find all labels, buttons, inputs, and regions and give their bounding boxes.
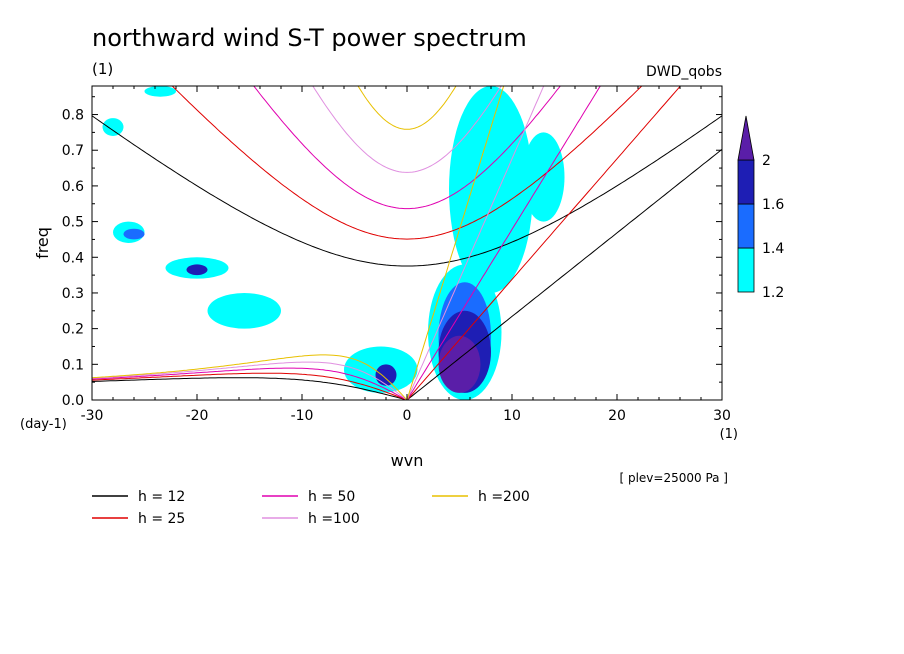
colorbar-label: 1.2 [762,285,784,301]
y-axis: 0.0 0.1 0.2 0.3 0.4 0.5 0.6 0.7 0.8 [62,96,722,409]
legend-label: h =100 [308,511,360,527]
shaded-region [207,292,281,329]
legend-label: h = 50 [308,489,355,505]
x-tick-label: 10 [503,408,521,424]
source-label: DWD_qobs [646,64,722,80]
x-tick-label: 20 [608,408,626,424]
y-axis-label: freq [33,227,52,259]
y-tick-label: 0.5 [62,215,84,231]
x-unit-label: (1) [720,427,738,442]
kelvin-curve [406,86,545,400]
shaded-region [375,364,397,386]
y-tick-label: 0.4 [62,250,84,266]
colorbar-label: 2 [762,153,771,169]
chart-title: northward wind S-T power spectrum [92,24,527,52]
rossby-curve [92,361,408,400]
y-tick-label: 0.2 [62,322,84,338]
shaded-regions [102,86,565,400]
legend-label: h = 25 [138,511,185,527]
units-label: (1) [92,60,113,78]
colorbar: 1.2 1.4 1.6 2 [737,115,784,301]
kelvin-curve [406,86,505,400]
x-axis: -30 -20 -10 0 10 20 30 [81,86,731,424]
plot-frame [91,85,723,401]
shaded-region [144,86,176,97]
shaded-region [449,86,533,293]
dispersion-curves [92,86,722,400]
legend-label: h =200 [478,489,530,505]
x-tick-label: -20 [186,408,209,424]
shaded-region [438,335,481,393]
gravity-curve [312,86,502,173]
kelvin-curve [406,86,682,400]
colorbar-triangle [737,115,755,161]
shaded-region [522,132,565,222]
plev-annotation: [ plev=25000 Pa ] [619,471,728,485]
legend: h = 12 h = 25 h = 50 h =100 h =200 [92,489,530,527]
colorbar-label: 1.4 [762,241,784,257]
gravity-curve [357,86,457,130]
gravity-curve [171,86,643,240]
y-tick-label: 0.0 [62,393,84,409]
x-tick-label: 0 [403,408,412,424]
y-tick-label: 0.1 [62,357,84,373]
y-tick-label: 0.7 [62,143,84,159]
x-tick-label: 30 [713,408,731,424]
rossby-curve [92,367,408,400]
y-tick-label: 0.3 [62,286,84,302]
colorbar-label: 1.6 [762,197,784,213]
shaded-region [102,118,124,136]
gravity-curve [253,86,561,210]
rossby-curve [92,372,408,400]
colorbar-swatch [737,159,755,205]
gravity-curve [92,115,722,267]
shaded-region [186,264,208,276]
shaded-region [123,228,145,240]
colorbar-swatch [737,247,755,293]
y-tick-label: 0.8 [62,108,84,124]
y-unit-label: (day-1) [20,417,67,432]
x-tick-label: -10 [291,408,314,424]
x-axis-label: wvn [391,451,424,470]
rossby-curve [92,377,408,400]
kelvin-curve [406,86,601,400]
colorbar-swatch [737,203,755,249]
rossby-curve [92,354,408,400]
legend-label: h = 12 [138,489,185,505]
kelvin-curve [406,148,722,400]
y-tick-label: 0.6 [62,179,84,195]
x-tick-label: -30 [81,408,104,424]
